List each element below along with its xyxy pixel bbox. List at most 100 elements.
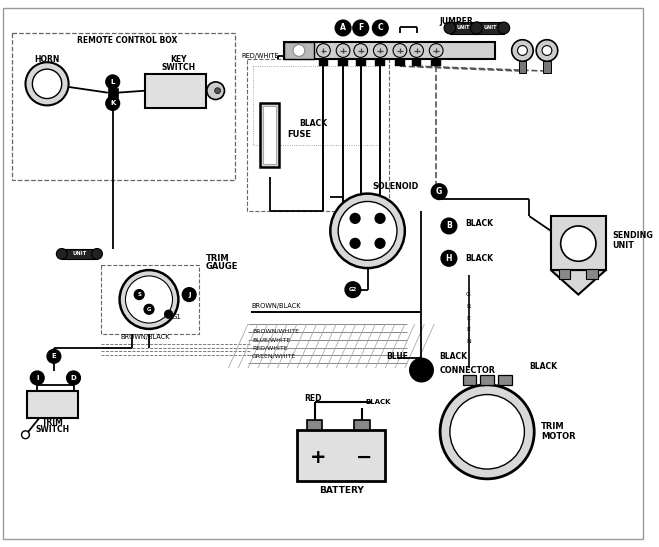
Text: GREEN/WHITE: GREEN/WHITE xyxy=(252,354,296,359)
Circle shape xyxy=(444,22,456,34)
Bar xyxy=(101,265,199,334)
Circle shape xyxy=(30,371,44,385)
Circle shape xyxy=(471,22,482,34)
Circle shape xyxy=(498,22,509,34)
Text: BLUE/WHITE: BLUE/WHITE xyxy=(252,337,291,342)
Circle shape xyxy=(125,276,173,323)
Text: BATTERY: BATTERY xyxy=(319,486,364,495)
Circle shape xyxy=(330,194,405,268)
Text: F: F xyxy=(358,24,363,32)
Bar xyxy=(476,22,504,34)
Circle shape xyxy=(350,238,360,248)
Text: BROWN/BLACK: BROWN/BLACK xyxy=(251,304,301,310)
Text: UNIT: UNIT xyxy=(613,241,635,250)
Circle shape xyxy=(372,20,388,36)
Text: −: − xyxy=(355,448,372,467)
Text: RED/WHITE: RED/WHITE xyxy=(252,346,287,351)
Bar xyxy=(376,59,386,66)
Circle shape xyxy=(542,45,552,55)
Bar xyxy=(338,59,348,66)
Circle shape xyxy=(441,251,457,266)
Polygon shape xyxy=(551,270,606,295)
Bar xyxy=(519,61,527,73)
Circle shape xyxy=(353,20,368,36)
Bar xyxy=(253,66,380,144)
Bar xyxy=(145,74,206,108)
Circle shape xyxy=(375,213,385,223)
Text: BROWN/WHITE: BROWN/WHITE xyxy=(252,328,299,333)
Circle shape xyxy=(92,248,102,259)
Text: G: G xyxy=(147,307,152,312)
Circle shape xyxy=(335,20,351,36)
Circle shape xyxy=(345,282,360,298)
Circle shape xyxy=(67,371,80,385)
Text: BROWN/BLACK: BROWN/BLACK xyxy=(121,334,170,340)
Circle shape xyxy=(410,44,424,57)
Text: I: I xyxy=(36,375,38,381)
Text: TRIM: TRIM xyxy=(42,417,64,427)
Circle shape xyxy=(431,184,447,200)
Circle shape xyxy=(561,226,596,261)
Bar xyxy=(450,22,477,34)
Text: K: K xyxy=(110,101,115,107)
Text: G2: G2 xyxy=(349,287,357,292)
Bar xyxy=(62,248,97,259)
Bar xyxy=(431,59,441,66)
Bar xyxy=(498,375,511,385)
Text: S: S xyxy=(137,292,141,297)
Circle shape xyxy=(471,22,483,34)
Circle shape xyxy=(410,358,433,382)
Bar xyxy=(586,269,598,279)
Circle shape xyxy=(354,44,368,57)
Circle shape xyxy=(26,62,69,106)
Circle shape xyxy=(375,238,385,248)
Bar xyxy=(543,61,551,73)
Text: G: G xyxy=(436,187,442,196)
Bar xyxy=(551,216,606,270)
Circle shape xyxy=(134,290,144,299)
Circle shape xyxy=(350,213,360,223)
Bar xyxy=(395,59,405,66)
Bar xyxy=(284,42,314,59)
Circle shape xyxy=(440,385,534,479)
Text: BLACK: BLACK xyxy=(300,119,328,127)
Text: L: L xyxy=(111,79,115,85)
Text: N: N xyxy=(466,339,471,344)
Text: E: E xyxy=(51,353,56,359)
Text: SWITCH: SWITCH xyxy=(161,63,196,72)
Circle shape xyxy=(106,97,119,110)
Circle shape xyxy=(207,82,225,100)
Text: FUSE: FUSE xyxy=(287,130,311,139)
Text: RED/WHITE: RED/WHITE xyxy=(241,54,278,60)
Circle shape xyxy=(429,44,443,57)
Text: BLACK: BLACK xyxy=(466,219,494,229)
Bar xyxy=(263,106,276,164)
Text: SWITCH: SWITCH xyxy=(36,426,70,434)
Text: CONNECTOR: CONNECTOR xyxy=(439,365,495,375)
Text: HORN: HORN xyxy=(34,55,60,64)
Text: B: B xyxy=(446,222,452,230)
Text: TRIM: TRIM xyxy=(206,254,229,263)
Bar xyxy=(318,59,328,66)
Text: UNIT: UNIT xyxy=(457,26,471,31)
Text: C: C xyxy=(378,24,383,32)
Text: SENDING: SENDING xyxy=(613,231,654,240)
Text: KEY: KEY xyxy=(170,55,186,64)
Text: G1: G1 xyxy=(171,314,181,320)
Circle shape xyxy=(536,40,558,61)
Text: J: J xyxy=(188,292,190,298)
Bar xyxy=(247,59,389,211)
Circle shape xyxy=(293,45,305,56)
Circle shape xyxy=(32,69,62,98)
Text: JUMPER: JUMPER xyxy=(439,16,473,26)
Text: BLACK: BLACK xyxy=(466,254,494,263)
Bar xyxy=(559,269,571,279)
Circle shape xyxy=(336,44,350,57)
Circle shape xyxy=(165,310,173,318)
Bar xyxy=(463,375,476,385)
Text: GAUGE: GAUGE xyxy=(206,261,238,271)
Bar xyxy=(297,430,386,481)
Bar xyxy=(12,33,235,180)
Text: BLUE: BLUE xyxy=(386,352,408,361)
Circle shape xyxy=(119,270,179,329)
